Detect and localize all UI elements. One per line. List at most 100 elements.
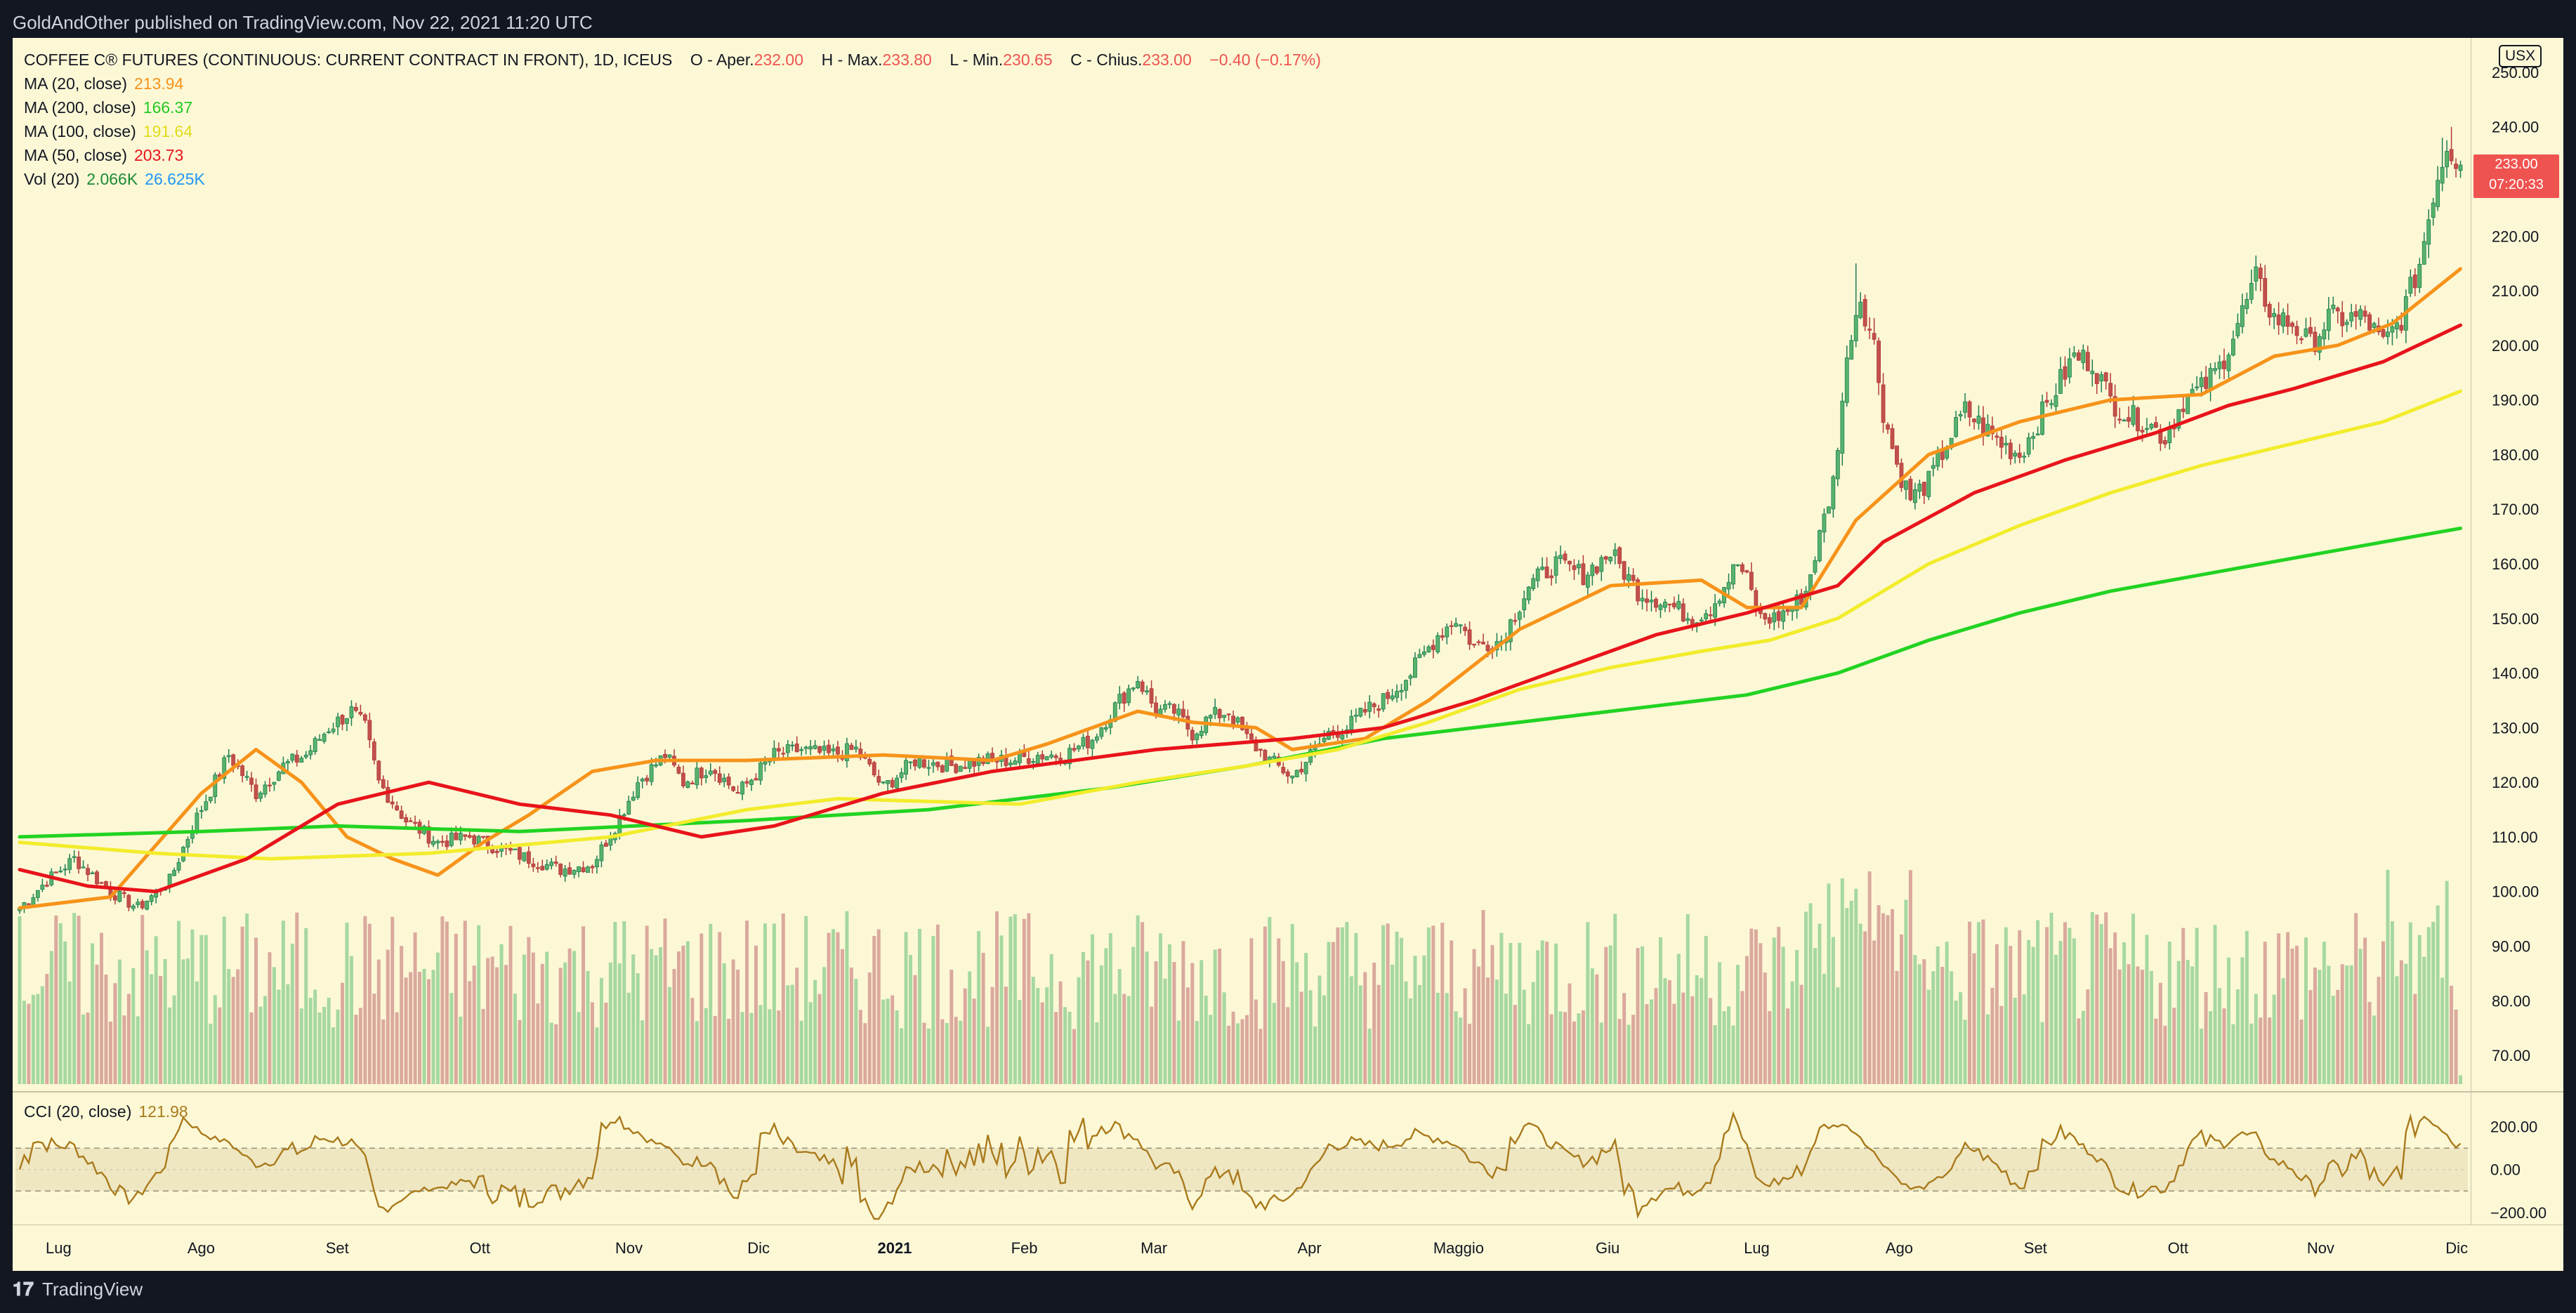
volume-bar: [2240, 957, 2245, 1084]
candle-body: [367, 720, 372, 741]
candle-body: [531, 863, 536, 867]
volume-bar: [1685, 914, 1690, 1084]
candle-body: [2363, 310, 2367, 317]
candle-body: [922, 759, 926, 768]
candle-body: [2231, 338, 2235, 355]
symbol-row[interactable]: COFFEE C® FUTURES (CONTINUOUS: CURRENT C…: [24, 48, 1321, 72]
volume-bar: [772, 923, 776, 1084]
volume-bar: [490, 956, 494, 1084]
candle-body: [195, 812, 199, 833]
volume-bar: [322, 1007, 327, 1084]
candle-body: [1040, 754, 1045, 760]
candle-body: [1849, 340, 1854, 360]
candle-body: [1485, 645, 1490, 652]
volume-bar: [1218, 948, 1222, 1084]
volume-bar: [1586, 922, 1590, 1084]
candle-body: [681, 772, 685, 786]
volume-bar: [477, 925, 481, 1084]
volume-bar: [1735, 965, 1740, 1084]
currency-badge[interactable]: USX: [2499, 45, 2542, 67]
volume-bar: [613, 922, 617, 1084]
chart-plot[interactable]: 250.00240.00230.00220.00210.00200.00190.…: [13, 38, 2563, 1271]
candle-body: [285, 760, 290, 764]
price-axis[interactable]: [2471, 38, 2564, 1225]
candle-body: [1199, 730, 1204, 737]
volume-bar: [1290, 923, 1294, 1084]
volume-bar: [1727, 1006, 1731, 1084]
candle-body: [1676, 601, 1681, 609]
volume-bar: [104, 975, 108, 1084]
volume-bar: [1304, 953, 1308, 1084]
volume-bar: [891, 995, 895, 1084]
volume-bar: [1013, 914, 1017, 1084]
volume-bar: [468, 981, 472, 1084]
symbol-name[interactable]: COFFEE C® FUTURES (CONTINUOUS: CURRENT C…: [24, 51, 673, 69]
volume-legend[interactable]: Vol (20) 2.066K 26.625K: [24, 167, 1321, 191]
candle-body: [272, 781, 277, 785]
volume-bar: [2268, 1017, 2272, 1084]
volume-bar: [2090, 911, 2094, 1084]
volume-bar: [376, 959, 381, 1084]
ma200-legend[interactable]: MA (200, close) 166.37: [24, 95, 1321, 119]
candle-body: [1731, 564, 1735, 585]
volume-bar: [2249, 1023, 2254, 1084]
time-axis[interactable]: [13, 1225, 2563, 1272]
candle-body: [2245, 298, 2249, 309]
candle-body: [490, 848, 495, 853]
ma50-legend[interactable]: MA (50, close) 203.73: [24, 143, 1321, 167]
volume-bar: [945, 1023, 949, 1084]
candle-body: [1231, 715, 1235, 725]
volume-bar: [2068, 928, 2072, 1084]
candle-body: [1563, 553, 1568, 561]
candle-body: [81, 866, 86, 869]
volume-bar: [1167, 944, 1171, 1084]
candle-body: [1594, 566, 1599, 574]
volume-bar: [317, 1012, 322, 1084]
volume-bar: [1631, 1015, 1636, 1084]
candle-body: [622, 814, 626, 817]
volume-bar: [54, 915, 58, 1084]
volume-bar: [1768, 1011, 1772, 1084]
candle-body: [708, 770, 713, 775]
candle-body: [86, 868, 90, 876]
volume-bar: [1113, 994, 1117, 1084]
candle-body: [808, 746, 813, 750]
volume-bar: [1695, 975, 1699, 1084]
volume-bar: [895, 1010, 899, 1084]
cci-legend[interactable]: CCI (20, close) 121.98: [24, 1102, 188, 1121]
volume-bar: [190, 929, 195, 1084]
volume-bar: [1845, 908, 1849, 1084]
candle-body: [817, 746, 822, 753]
candle-body: [313, 738, 317, 752]
candle-body: [1254, 739, 1259, 752]
volume-bar: [1713, 1025, 1717, 1084]
candle-body: [121, 892, 126, 895]
volume-bar: [1818, 923, 1822, 1084]
moving-average-line: [18, 389, 2462, 861]
volume-bar: [2226, 957, 2230, 1084]
volume-bar: [940, 1019, 945, 1084]
candle-body: [2063, 366, 2068, 380]
volume-bar: [549, 1022, 553, 1084]
chart-frame[interactable]: 250.00240.00230.00220.00210.00200.00190.…: [13, 38, 2563, 1271]
volume-bar: [172, 995, 176, 1084]
volume-bar: [513, 994, 517, 1084]
candle-body: [2090, 371, 2095, 374]
ma20-legend[interactable]: MA (20, close) 213.94: [24, 72, 1321, 95]
ma100-legend[interactable]: MA (100, close) 191.64: [24, 119, 1321, 143]
candle-body: [254, 784, 258, 800]
volume-bar: [2054, 954, 2058, 1084]
candle-body: [1704, 613, 1709, 619]
candle-body: [1467, 629, 1472, 645]
candle-body: [1649, 600, 1654, 602]
pane-divider[interactable]: [13, 1091, 2563, 1093]
candle-body: [731, 786, 736, 791]
volume-bar: [1213, 949, 1217, 1084]
volume-bar: [881, 999, 886, 1084]
volume-bar: [1131, 946, 1136, 1084]
time-tick-label: Ott: [470, 1239, 490, 1257]
volume-bar: [745, 921, 749, 1084]
volume-bar: [1400, 937, 1404, 1084]
volume-bar: [431, 970, 435, 1084]
volume-bar: [1286, 1007, 1290, 1084]
